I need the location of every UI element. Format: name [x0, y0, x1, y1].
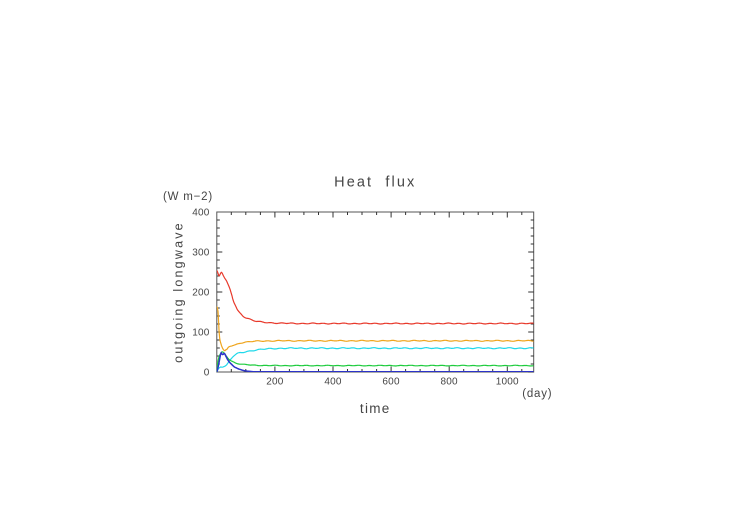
- svg-text:800: 800: [441, 377, 459, 388]
- svg-text:400: 400: [324, 377, 342, 388]
- svg-text:200: 200: [192, 287, 210, 298]
- svg-text:300: 300: [192, 247, 210, 258]
- svg-text:200: 200: [266, 377, 284, 388]
- svg-text:outgoing longwave: outgoing longwave: [172, 221, 186, 363]
- svg-text:600: 600: [382, 377, 400, 388]
- svg-text:(W m−2): (W m−2): [163, 191, 213, 203]
- svg-text:100: 100: [192, 327, 210, 338]
- svg-text:(day): (day): [522, 388, 552, 400]
- svg-text:0: 0: [204, 367, 210, 378]
- svg-text:400: 400: [192, 207, 210, 218]
- svg-text:Heat flux: Heat flux: [334, 175, 416, 191]
- svg-text:time: time: [360, 401, 391, 416]
- svg-text:1000: 1000: [496, 377, 519, 388]
